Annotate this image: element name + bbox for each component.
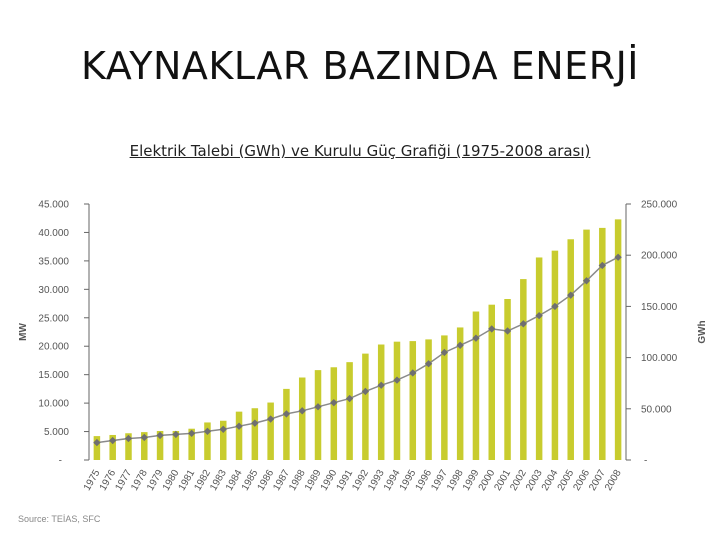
bar-1988 — [298, 377, 306, 460]
source-note: Source: TEİAS, SFC — [18, 514, 101, 524]
bar-1978 — [141, 432, 148, 460]
gwh-point-1984 — [235, 422, 243, 430]
bar-1983 — [220, 420, 227, 460]
left-tick-label: 10.000 — [38, 399, 69, 410]
gwh-point-1990 — [330, 398, 338, 407]
y2-axis-label: GWh — [697, 320, 708, 343]
bar-1994 — [393, 341, 401, 460]
bar-2002 — [520, 279, 527, 460]
bar-2007 — [599, 227, 606, 460]
gwh-point-1995 — [409, 369, 417, 377]
gwh-point-2002 — [519, 320, 528, 328]
gwh-point-1982 — [203, 427, 212, 436]
gwh-point-1997 — [440, 348, 449, 357]
page-title: KAYNAKLAR BAZINDA ENERJİ — [80, 44, 640, 88]
gwh-point-1989 — [314, 403, 322, 411]
gwh-line — [96, 256, 619, 444]
bar-1986 — [267, 402, 274, 460]
gwh-point-2006 — [582, 277, 591, 285]
bar-1987 — [283, 388, 290, 460]
bar-1997 — [441, 335, 448, 460]
gwh-point-2008 — [614, 253, 622, 261]
right-tick-label: 200.000 — [641, 251, 678, 262]
gwh-point-1992 — [361, 387, 370, 396]
right-tick-label: 100.000 — [641, 353, 678, 364]
bar-2008 — [614, 219, 622, 460]
gwh-point-1983 — [219, 425, 227, 433]
gwh-point-1976 — [109, 436, 117, 445]
gwh-point-1998 — [456, 341, 464, 349]
right-tick-label: - — [644, 456, 647, 467]
left-tick-label: 25.000 — [38, 313, 69, 324]
left-tick-label: 15.000 — [38, 370, 69, 381]
gwh-point-1979 — [156, 431, 164, 440]
gwh-point-1994 — [393, 376, 401, 384]
bar-1981 — [188, 428, 195, 460]
left-tick-label: - — [59, 456, 62, 467]
right-tick-label: 150.000 — [641, 302, 678, 313]
left-tick-label: 45.000 — [38, 200, 69, 211]
gwh-point-1977 — [124, 434, 133, 443]
left-tick-label: 40.000 — [38, 228, 69, 239]
bar-1993 — [377, 344, 385, 460]
gwh-point-2001 — [503, 327, 512, 335]
bar-1982 — [204, 422, 211, 460]
bar-1985 — [251, 408, 259, 460]
bar-1975 — [93, 436, 101, 460]
gwh-point-1986 — [266, 415, 275, 423]
bar-2000 — [488, 304, 495, 460]
gwh-point-1999 — [472, 334, 480, 342]
gwh-point-2000 — [488, 325, 496, 333]
bar-1991 — [346, 362, 353, 460]
gwh-point-2007 — [598, 261, 606, 270]
right-tick-label: 250.000 — [641, 200, 678, 211]
bar-1990 — [330, 367, 338, 460]
bar-1995 — [409, 341, 417, 460]
right-tick-label: 50.000 — [641, 404, 672, 415]
x-tick-label: 2008 — [603, 468, 624, 493]
gwh-point-1991 — [345, 394, 354, 403]
gwh-point-2005 — [567, 291, 575, 299]
gwh-point-1985 — [251, 419, 259, 427]
bar-1977 — [125, 433, 132, 460]
bar-1979 — [156, 430, 164, 460]
bar-2003 — [535, 257, 543, 460]
bar-1999 — [472, 311, 480, 460]
gwh-point-2004 — [551, 302, 559, 311]
bar-1980 — [172, 430, 180, 460]
gwh-point-1987 — [282, 410, 291, 418]
bar-2006 — [583, 229, 590, 460]
gwh-point-1980 — [172, 430, 180, 439]
bar-1989 — [314, 370, 322, 460]
bar-1976 — [109, 434, 116, 460]
gwh-point-2003 — [535, 311, 543, 320]
bar-2001 — [504, 299, 511, 460]
bar-2005 — [567, 239, 574, 460]
left-tick-label: 5.000 — [44, 427, 69, 438]
left-tick-label: 30.000 — [38, 285, 69, 296]
chart-subtitle: Elektrik Talebi (GWh) ve Kurulu Güç Graf… — [129, 142, 591, 160]
bar-1998 — [456, 327, 464, 460]
gwh-point-1975 — [93, 438, 101, 447]
gwh-point-1993 — [377, 381, 385, 389]
bar-1996 — [425, 339, 432, 460]
bar-2004 — [551, 250, 559, 460]
bar-1992 — [362, 353, 369, 460]
gwh-point-1988 — [298, 407, 306, 415]
gwh-point-1981 — [187, 429, 196, 438]
gwh-point-1996 — [424, 360, 433, 368]
left-tick-label: 35.000 — [38, 256, 69, 267]
bar-1984 — [235, 411, 243, 460]
y-axis-label: MW — [18, 323, 29, 341]
left-tick-label: 20.000 — [38, 342, 69, 353]
